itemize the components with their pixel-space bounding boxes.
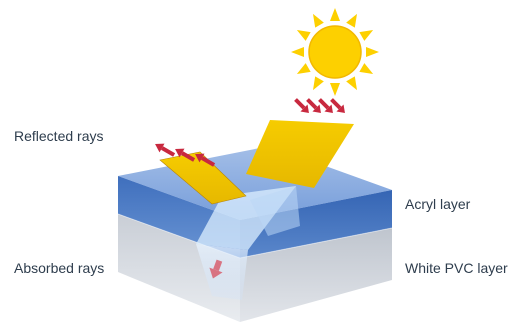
arrow-icon: [175, 148, 196, 162]
incoming-ray-band: [246, 120, 354, 188]
absorbed-arrow: [209, 259, 223, 279]
acryl-layer-label: Acryl layer: [405, 196, 471, 212]
sun-icon: [291, 8, 379, 96]
reflected-rays-label: Reflected rays: [14, 128, 104, 144]
arrow-icon: [306, 98, 321, 113]
incoming-arrows: [294, 98, 345, 113]
pvc-layer-front: [118, 214, 240, 322]
reflected-arrows: [155, 143, 216, 167]
arrow-icon: [318, 98, 333, 113]
pvc-layer-side: [240, 228, 392, 322]
absorbed-rays-label: Absorbed rays: [14, 260, 105, 276]
arrow-icon: [155, 143, 176, 157]
white-pvc-layer: [118, 214, 392, 322]
arrow-icon: [209, 259, 223, 279]
arrow-icon: [330, 98, 345, 113]
arrow-icon: [294, 98, 309, 113]
white-pvc-layer-label: White PVC layer: [405, 260, 508, 276]
acryl-layer-side: [240, 190, 392, 258]
arrow-icon: [195, 153, 216, 167]
